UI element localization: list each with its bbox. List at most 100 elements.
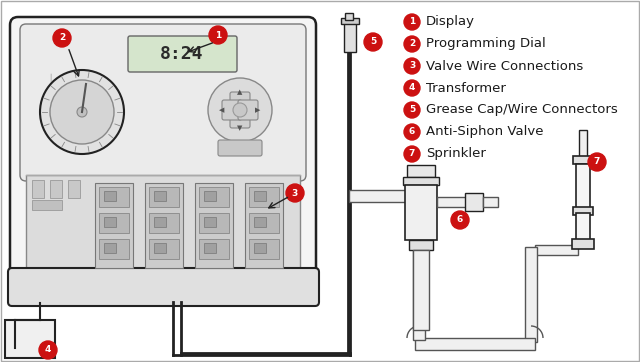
Bar — [154, 243, 166, 253]
Bar — [437, 197, 467, 207]
Circle shape — [208, 78, 272, 142]
Text: ▼: ▼ — [237, 125, 243, 131]
Circle shape — [404, 124, 420, 140]
Bar — [413, 248, 425, 340]
Bar — [413, 250, 429, 330]
Bar — [32, 200, 62, 210]
Bar — [573, 207, 593, 215]
Bar — [104, 217, 116, 227]
Bar — [145, 183, 183, 268]
Circle shape — [286, 184, 304, 202]
Text: Grease Cap/Wire Connectors: Grease Cap/Wire Connectors — [426, 104, 618, 117]
FancyBboxPatch shape — [222, 100, 242, 120]
Bar — [409, 240, 433, 250]
Text: 6: 6 — [409, 127, 415, 136]
Bar — [349, 190, 409, 202]
Circle shape — [404, 102, 420, 118]
Text: Sprinkler: Sprinkler — [426, 147, 486, 160]
Bar — [245, 183, 283, 268]
Bar — [199, 213, 229, 233]
Bar — [199, 239, 229, 259]
Text: Display: Display — [426, 16, 475, 29]
Bar — [195, 183, 233, 268]
Bar — [204, 191, 216, 201]
Circle shape — [404, 146, 420, 162]
Bar — [99, 239, 129, 259]
Bar — [405, 185, 437, 240]
Circle shape — [39, 341, 57, 359]
Circle shape — [404, 80, 420, 96]
Bar — [204, 217, 216, 227]
Text: │: │ — [48, 74, 52, 82]
Bar — [99, 213, 129, 233]
Text: 2: 2 — [59, 34, 65, 42]
Bar — [483, 197, 498, 207]
Circle shape — [404, 36, 420, 52]
Bar — [576, 164, 590, 209]
Text: 4: 4 — [45, 345, 51, 354]
FancyBboxPatch shape — [20, 24, 306, 181]
Circle shape — [404, 14, 420, 30]
FancyBboxPatch shape — [218, 140, 262, 156]
FancyBboxPatch shape — [230, 108, 250, 128]
Bar — [249, 187, 279, 207]
Text: 4: 4 — [409, 84, 415, 93]
Bar — [104, 243, 116, 253]
Text: Transformer: Transformer — [426, 81, 506, 94]
Text: Valve Wire Connections: Valve Wire Connections — [426, 59, 583, 72]
Circle shape — [209, 26, 227, 44]
Bar — [249, 239, 279, 259]
Text: 3: 3 — [292, 189, 298, 198]
Bar — [415, 338, 535, 350]
Bar — [199, 187, 229, 207]
Text: 2: 2 — [409, 39, 415, 49]
Bar — [254, 243, 266, 253]
Text: ▶: ▶ — [255, 107, 260, 113]
Circle shape — [53, 29, 71, 47]
Bar — [576, 213, 590, 241]
Text: ▲: ▲ — [237, 89, 243, 95]
Text: 1: 1 — [215, 30, 221, 39]
Circle shape — [233, 103, 247, 117]
Bar — [95, 183, 133, 268]
Bar — [154, 191, 166, 201]
Text: 7: 7 — [409, 150, 415, 159]
Text: 5: 5 — [370, 38, 376, 46]
Bar — [465, 193, 483, 211]
Bar — [535, 245, 578, 255]
Text: 7: 7 — [594, 157, 600, 167]
Bar — [403, 177, 439, 185]
Bar — [68, 180, 80, 198]
Circle shape — [50, 80, 114, 144]
Circle shape — [364, 33, 382, 51]
Bar — [249, 213, 279, 233]
Bar — [154, 217, 166, 227]
Bar — [149, 239, 179, 259]
Bar — [345, 13, 353, 20]
Text: 3: 3 — [409, 62, 415, 71]
Bar — [341, 18, 359, 24]
Circle shape — [588, 153, 606, 171]
Text: 6: 6 — [457, 215, 463, 224]
Text: ◀: ◀ — [220, 107, 225, 113]
Bar — [573, 156, 593, 164]
FancyBboxPatch shape — [8, 268, 319, 306]
Bar — [254, 191, 266, 201]
FancyBboxPatch shape — [230, 92, 250, 112]
Bar — [99, 187, 129, 207]
Bar — [50, 180, 62, 198]
Text: 8:24: 8:24 — [160, 45, 204, 63]
Bar — [104, 191, 116, 201]
Bar — [407, 165, 435, 177]
Bar — [254, 217, 266, 227]
FancyBboxPatch shape — [238, 100, 258, 120]
Bar — [579, 130, 587, 158]
Text: Programming Dial: Programming Dial — [426, 38, 546, 51]
Circle shape — [404, 58, 420, 74]
Bar — [32, 180, 44, 198]
Bar — [149, 213, 179, 233]
Circle shape — [451, 211, 469, 229]
Text: Anti-Siphon Valve: Anti-Siphon Valve — [426, 126, 543, 139]
Circle shape — [40, 70, 124, 154]
Bar — [149, 187, 179, 207]
